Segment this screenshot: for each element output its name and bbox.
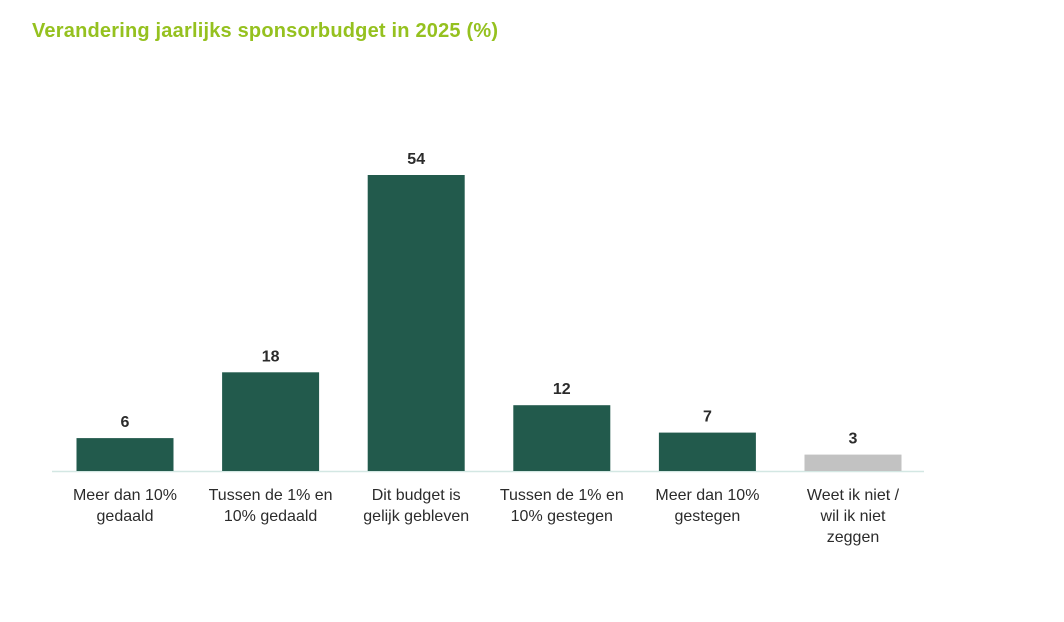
category-label-1-line-1: Meer dan 10% <box>73 487 177 504</box>
data-label-3: 54 <box>407 151 425 168</box>
category-label-2-line-2: 10% gedaald <box>224 508 317 525</box>
data-label-6: 3 <box>849 431 858 448</box>
bar-4 <box>513 405 611 471</box>
bar-1 <box>76 438 174 471</box>
category-label-5-line-1: Meer dan 10% <box>655 487 759 504</box>
data-label-2: 18 <box>262 348 280 365</box>
data-label-4: 12 <box>553 381 571 398</box>
bar-5 <box>658 432 756 471</box>
bar-3 <box>367 175 465 471</box>
category-label-5-line-2: gestegen <box>674 508 740 525</box>
category-label-4-line-1: Tussen de 1% en <box>500 487 624 504</box>
bar-2 <box>222 372 320 471</box>
category-label-4-line-2: 10% gestegen <box>511 508 613 525</box>
category-label-3-line-2: gelijk gebleven <box>363 508 469 525</box>
chart-title: Verandering jaarlijks sponsorbudget in 2… <box>32 20 499 42</box>
category-label-2-line-1: Tussen de 1% en <box>209 487 333 504</box>
category-label-6-line-3: zeggen <box>827 529 880 546</box>
category-label-1-line-2: gedaald <box>97 508 154 525</box>
category-label-6-line-1: Weet ik niet / <box>807 487 900 504</box>
category-label-3-line-1: Dit budget is <box>372 487 461 504</box>
data-label-5: 7 <box>703 409 712 426</box>
data-label-1: 6 <box>121 414 130 431</box>
bar-6 <box>804 454 902 471</box>
category-label-6-line-2: wil ik niet <box>820 508 886 525</box>
